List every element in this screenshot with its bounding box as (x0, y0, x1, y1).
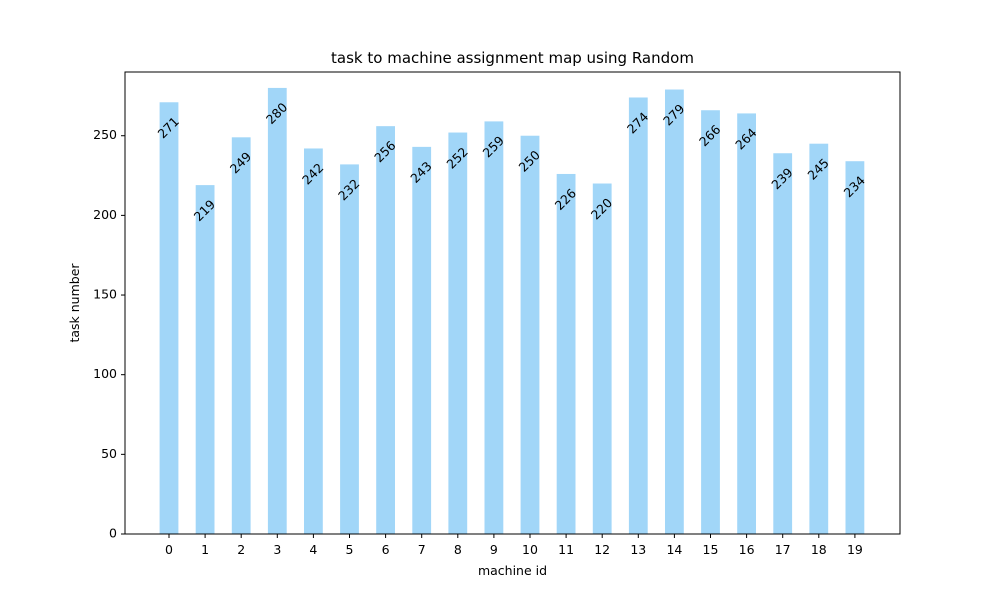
x-tick-label: 10 (522, 542, 538, 557)
x-axis-label: machine id (478, 563, 547, 578)
bars-group (159, 87, 865, 535)
y-tick-label: 250 (93, 127, 117, 142)
bar-2 (231, 137, 251, 534)
x-tick-label: 3 (273, 542, 281, 557)
x-tick-label: 7 (418, 542, 426, 557)
x-tick-label: 1 (201, 542, 209, 557)
bar-5 (340, 164, 359, 534)
bar-11 (556, 173, 576, 534)
bar-19 (845, 161, 865, 534)
bar-7 (412, 146, 432, 534)
bar-13 (628, 97, 648, 534)
bar-0 (159, 102, 179, 534)
y-tick-label: 0 (109, 526, 117, 541)
x-tick-label: 6 (382, 542, 390, 557)
bar-3 (267, 87, 287, 535)
x-tick-label: 5 (346, 542, 354, 557)
bar-8 (448, 132, 468, 534)
x-tick-label: 2 (237, 542, 245, 557)
chart-title: task to machine assignment map using Ran… (331, 49, 694, 67)
bar-17 (773, 153, 793, 534)
bar-10 (520, 135, 540, 535)
bar-14 (665, 89, 684, 534)
bar-12 (592, 183, 612, 534)
x-tick-label: 18 (811, 542, 827, 557)
bar-18 (809, 143, 829, 535)
x-tick-label: 13 (630, 542, 646, 557)
y-tick-label: 150 (93, 287, 117, 302)
bar-16 (737, 113, 756, 535)
y-tick-label: 200 (93, 207, 117, 222)
x-tick-label: 15 (703, 542, 719, 557)
x-tick-label: 4 (309, 542, 317, 557)
x-tick-label: 12 (594, 542, 610, 557)
x-tick-label: 14 (666, 542, 682, 557)
x-tick-label: 0 (165, 542, 173, 557)
x-tick-label: 17 (775, 542, 791, 557)
y-axis-label: task number (67, 263, 82, 343)
bar-1 (195, 185, 215, 534)
bar-9 (484, 121, 504, 535)
x-tick-label: 9 (490, 542, 498, 557)
x-tick-label: 16 (739, 542, 755, 557)
x-tick-label: 8 (454, 542, 462, 557)
x-tick-label: 11 (558, 542, 574, 557)
y-axis-ticks: 0 50 100 150 200 250 (93, 127, 125, 541)
x-axis-ticks: 0 1 2 3 4 5 6 7 8 9 10 11 12 13 14 15 16 17 18 19 (165, 534, 863, 557)
x-tick-label: 19 (847, 542, 863, 557)
y-tick-label: 100 (93, 366, 117, 381)
plot-frame (124, 71, 901, 535)
bar-4 (304, 148, 323, 534)
bar-15 (701, 110, 720, 534)
y-tick-label: 50 (101, 446, 117, 461)
bar-6 (376, 126, 395, 534)
